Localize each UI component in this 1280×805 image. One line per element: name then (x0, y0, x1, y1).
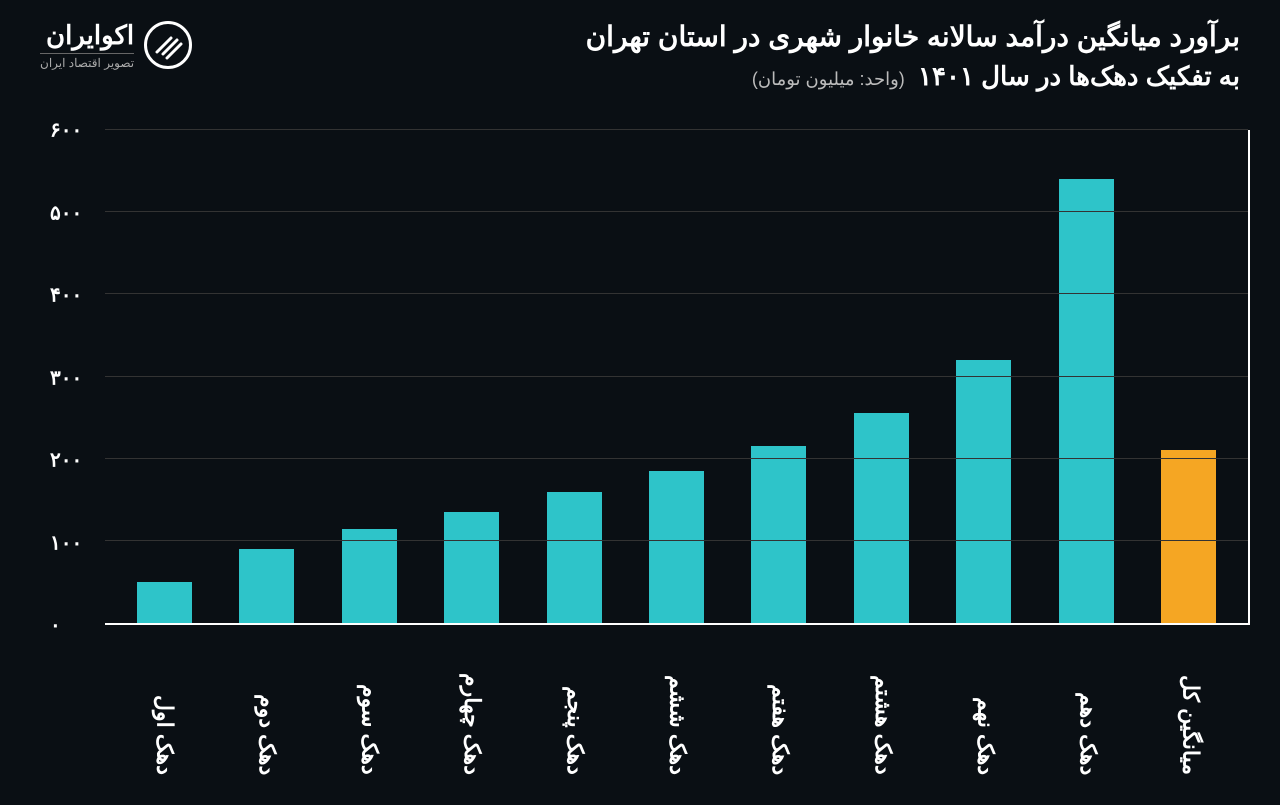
subtitle-text: به تفکیک دهک‌ها در سال ۱۴۰۱ (918, 61, 1240, 91)
bar (137, 582, 192, 623)
bar-column (625, 130, 727, 623)
bar-column (523, 130, 625, 623)
y-axis: ۰۱۰۰۲۰۰۳۰۰۴۰۰۵۰۰۶۰۰ (50, 130, 100, 625)
y-tick: ۴۰۰ (50, 283, 95, 308)
grid-line (105, 540, 1248, 541)
y-tick: ۰ (50, 613, 95, 638)
bar (649, 471, 704, 623)
x-label-column: دهک دوم (216, 630, 319, 775)
brand-tagline: تصویر اقتصاد ایران (40, 53, 134, 70)
bar (239, 549, 294, 623)
x-label-column: دهک هشتم (831, 630, 934, 775)
y-tick: ۱۰۰ (50, 530, 95, 555)
chart-subtitle: به تفکیک دهک‌ها در سال ۱۴۰۱ (واحد: میلیو… (192, 61, 1240, 92)
bar (1059, 179, 1114, 623)
y-tick: ۵۰۰ (50, 200, 95, 225)
bar-column (933, 130, 1035, 623)
brand-name: اکوایران (40, 20, 134, 51)
x-label-column: دهک سوم (318, 630, 421, 775)
x-label: دهک چهارم (459, 630, 485, 775)
x-label-column: میانگین کل (1139, 630, 1242, 775)
grid-line (105, 376, 1248, 377)
bars-container (105, 130, 1248, 623)
y-tick: ۶۰۰ (50, 118, 95, 143)
chart: ۰۱۰۰۲۰۰۳۰۰۴۰۰۵۰۰۶۰۰ دهک اولدهک دومدهک سو… (50, 130, 1250, 775)
grid-line (105, 211, 1248, 212)
plot-area (105, 130, 1250, 625)
x-label: میانگین کل (1178, 630, 1204, 775)
unit-note: (واحد: میلیون تومان) (752, 69, 905, 89)
bar-column (728, 130, 830, 623)
x-label: دهک دوم (254, 630, 280, 775)
bar-column (1035, 130, 1137, 623)
x-label-column: دهک هفتم (729, 630, 832, 775)
bar (854, 413, 909, 623)
grid-line (105, 458, 1248, 459)
y-tick: ۲۰۰ (50, 448, 95, 473)
grid-line (105, 129, 1248, 130)
x-label: دهک هفتم (767, 630, 793, 775)
bar (956, 360, 1011, 623)
header: برآورد میانگین درآمد سالانه خانوار شهری … (0, 0, 1280, 102)
titles: برآورد میانگین درآمد سالانه خانوار شهری … (192, 20, 1240, 92)
chart-title: برآورد میانگین درآمد سالانه خانوار شهری … (192, 20, 1240, 53)
brand-icon (144, 21, 192, 69)
x-label-column: دهک اول (113, 630, 216, 775)
bar-column (318, 130, 420, 623)
bar (751, 446, 806, 623)
x-label: دهک هشتم (870, 630, 896, 775)
x-label-column: دهک نهم (934, 630, 1037, 775)
x-label: دهک نهم (972, 630, 998, 775)
x-label-column: دهک چهارم (421, 630, 524, 775)
bar-column (215, 130, 317, 623)
bar-column (420, 130, 522, 623)
bar (444, 512, 499, 623)
y-tick: ۳۰۰ (50, 365, 95, 390)
bar (342, 529, 397, 623)
x-label: دهک سوم (357, 630, 383, 775)
grid-line (105, 293, 1248, 294)
x-label-column: دهک پنجم (524, 630, 627, 775)
brand-text: اکوایران تصویر اقتصاد ایران (40, 20, 134, 70)
x-label: دهک اول (151, 630, 177, 775)
bar-column (113, 130, 215, 623)
bar (547, 492, 602, 623)
brand-logo: اکوایران تصویر اقتصاد ایران (40, 20, 192, 70)
x-label: دهک دهم (1075, 630, 1101, 775)
x-label: دهک ششم (664, 630, 690, 775)
bar-column (1138, 130, 1240, 623)
x-axis-labels: دهک اول دهک دوم دهک سوم دهک چهارم دهک پنجم ده… (105, 630, 1250, 775)
x-label-column: دهک ششم (626, 630, 729, 775)
bar (1161, 450, 1216, 623)
bar-column (830, 130, 932, 623)
x-label: دهک پنجم (562, 630, 588, 775)
x-label-column: دهک دهم (1037, 630, 1140, 775)
